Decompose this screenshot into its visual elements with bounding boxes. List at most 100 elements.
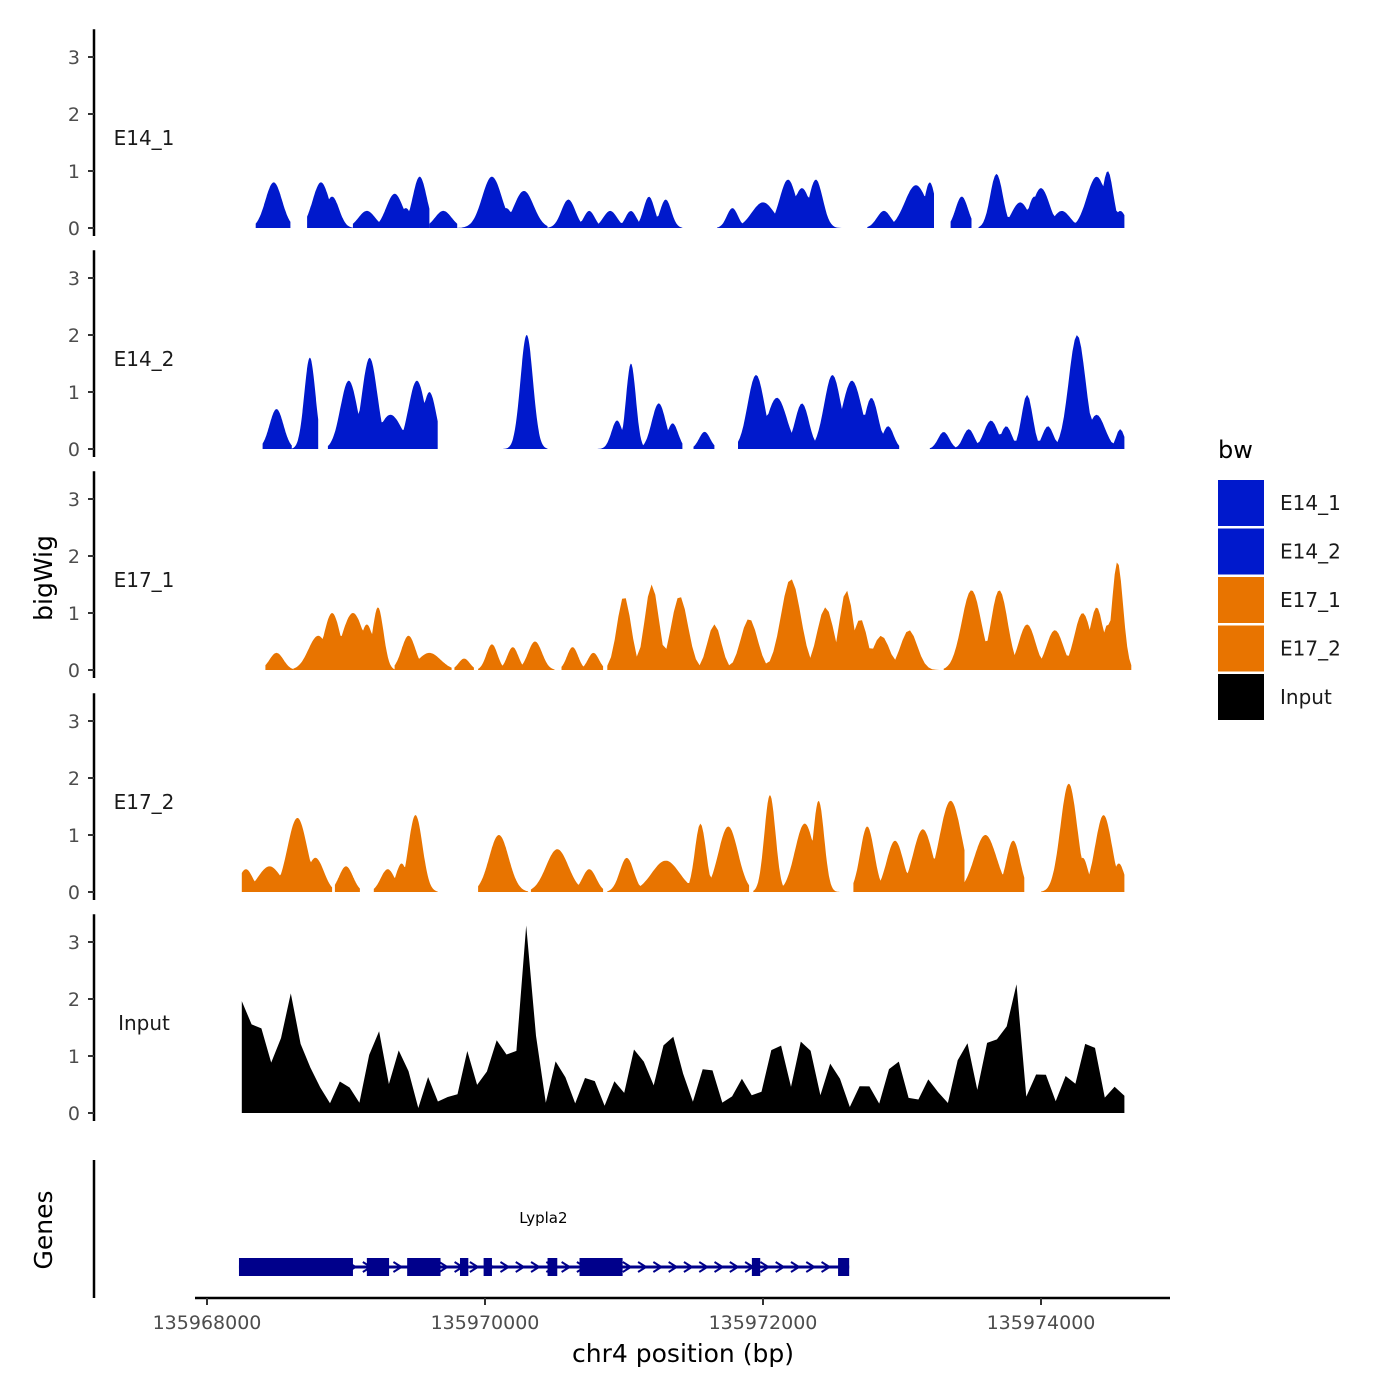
legend-swatch [1218,480,1264,526]
x-tick-label: 135970000 [431,1312,540,1334]
signal-area [454,658,474,670]
strand-arrow [469,1261,480,1273]
signal-area [241,818,333,892]
track-label: E14_2 [114,347,175,371]
y-tick-label: 3 [68,268,80,290]
signal-area [307,182,353,228]
legend-swatch [1218,625,1264,672]
x-tick-label: 135968000 [153,1312,262,1334]
strand-arrow [790,1261,801,1273]
signal-area [738,374,900,449]
legend-item: E14_2 [1218,528,1341,575]
signal-area [547,196,683,228]
signal-area [753,795,840,892]
signal-area [262,409,292,449]
strand-arrow [683,1261,694,1273]
track-e14-2: 0 1 2 3 E14_2 [68,250,1125,461]
genes-panel: Lypla2 [92,1160,850,1298]
x-tick-label: 135972000 [709,1312,818,1334]
signal-area [457,176,548,228]
gene-label: Lypla2 [519,1209,567,1227]
signal-area [394,635,452,670]
signal-area [429,210,458,228]
gene-exon [483,1258,492,1276]
legend-swatch [1218,577,1264,623]
strand-arrow [561,1261,572,1273]
y-tick-label: 0 [68,218,80,240]
strand-arrow [729,1261,740,1273]
signal-area [334,866,360,892]
signal-area [293,607,395,670]
y-axis-title: bigWig [29,535,58,621]
y-tick-label: 1 [68,161,80,183]
legend-label: E14_1 [1280,491,1341,515]
y-tick-label: 3 [68,489,80,511]
y-tick-label: 3 [68,47,80,69]
strand-arrow [652,1261,664,1273]
y-tick-label: 3 [68,932,80,954]
y-tick-label: 0 [68,660,80,682]
y-tick-label: 2 [68,989,80,1011]
signal-area [265,652,294,670]
y-tick-label: 2 [68,104,80,126]
legend-title: bw [1218,436,1253,464]
signal-area [978,171,1125,228]
tracks-layer: 0 1 2 3 E14_1 0 1 2 3 E14_2 0 1 2 3 E17_1 0 1 2 3 E17_2 0 1 2 3… [68,29,1132,1125]
gene-exon [238,1258,353,1276]
signal-area [291,357,319,449]
strand-arrow [499,1261,511,1273]
signal-area [478,641,555,670]
legend-label: E14_2 [1280,540,1341,564]
strand-arrow [515,1261,526,1273]
gene-exon [407,1258,441,1276]
gene-exon [751,1258,761,1276]
strand-arrow [698,1261,710,1273]
legend-item: E17_1 [1218,577,1341,623]
strand-arrow [637,1261,648,1273]
signal-area [1041,783,1125,892]
signal-area [867,182,934,228]
track-e17-1: 0 1 2 3 E17_1 [68,471,1132,682]
legend-label: E17_1 [1280,588,1341,612]
track-label: E17_1 [114,568,175,592]
strand-arrow [438,1261,450,1273]
y-tick-label: 3 [68,711,80,733]
signal-area [607,579,940,670]
legend-item: Input [1218,674,1332,720]
signal-area [950,196,972,228]
signal-area [929,335,1125,449]
track-e14-1: 0 1 2 3 E14_1 [68,29,1125,240]
gene-exon [579,1258,623,1276]
signal-area [561,647,604,670]
signal-area [943,562,1132,670]
x-axis-title: chr4 position (bp) [572,1339,794,1368]
strand-arrow [668,1261,679,1273]
strand-arrow [805,1261,817,1273]
signal-area [241,925,1125,1113]
legend: bw E14_1 E14_2 E17_1 E17_2 Input [1218,436,1341,720]
y-tick-label: 2 [68,768,80,790]
x-axis: 135968000 135970000 135972000 135974000 [153,1296,1170,1334]
signal-area [373,815,438,892]
signal-area [478,835,529,892]
signal-area [717,179,851,228]
gene-exon [366,1258,390,1276]
signal-area [327,357,438,449]
signal-area [596,363,683,449]
strand-arrow [775,1261,786,1273]
signal-area [255,182,291,228]
strand-arrow [759,1261,771,1273]
signal-area [607,823,750,892]
y-tick-label: 2 [68,325,80,347]
gene-lypla2: Lypla2 [238,1209,850,1276]
strand-arrow [392,1261,404,1273]
x-tick-label: 135974000 [987,1312,1096,1334]
y-tick-label: 0 [68,439,80,461]
strand-arrow [622,1261,633,1273]
signal-area [530,849,604,892]
track-label: E17_2 [114,790,175,814]
signal-area [853,800,965,892]
strand-arrow [821,1261,832,1273]
legend-item: E17_2 [1218,625,1341,672]
